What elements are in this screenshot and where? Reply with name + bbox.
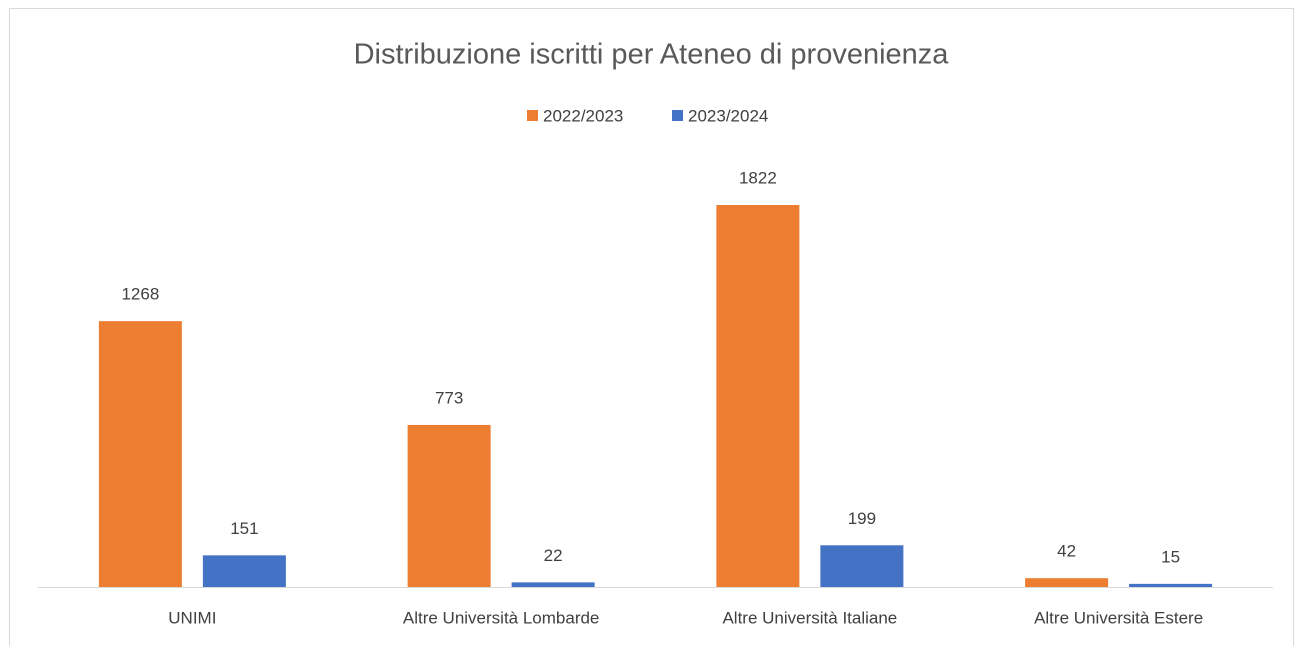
- x-tick-label: Altre Università Lombarde: [403, 608, 600, 627]
- x-tick-label: Altre Università Italiane: [722, 608, 897, 627]
- data-label: 15: [1161, 547, 1180, 566]
- bar: [202, 555, 286, 587]
- legend-label: 2022/2023: [543, 106, 623, 125]
- legend-label: 2023/2024: [688, 106, 768, 125]
- data-label: 151: [230, 519, 258, 538]
- bar: [407, 424, 491, 587]
- chart-title: Distribuzione iscritti per Ateneo di pro…: [354, 39, 950, 71]
- bar: [716, 205, 800, 587]
- bar: [98, 321, 182, 587]
- legend-swatch: [527, 110, 538, 121]
- data-label: 199: [848, 509, 876, 528]
- data-label: 1268: [121, 285, 159, 304]
- bar: [820, 545, 904, 587]
- chart-border: [9, 8, 1294, 646]
- x-tick-label: Altre Università Estere: [1034, 608, 1203, 627]
- bar: [511, 582, 595, 587]
- data-label: 22: [544, 546, 563, 565]
- data-label: 42: [1057, 542, 1076, 561]
- data-label: 773: [435, 388, 463, 407]
- x-tick-label: UNIMI: [168, 608, 216, 627]
- legend-swatch: [672, 110, 683, 121]
- data-label: 1822: [739, 168, 777, 187]
- bar: [1025, 578, 1109, 587]
- bar: [1129, 583, 1213, 587]
